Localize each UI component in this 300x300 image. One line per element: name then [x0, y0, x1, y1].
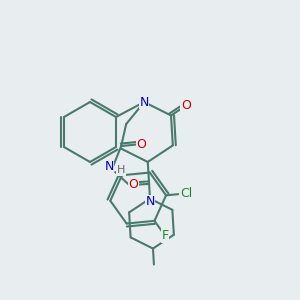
Text: N: N: [104, 160, 114, 172]
Text: Cl: Cl: [180, 187, 192, 200]
Text: H: H: [117, 165, 125, 175]
Text: O: O: [181, 99, 191, 112]
Text: O: O: [136, 138, 146, 151]
Text: N: N: [146, 195, 155, 208]
Text: N: N: [140, 96, 149, 109]
Text: O: O: [128, 178, 138, 191]
Text: F: F: [161, 229, 169, 242]
